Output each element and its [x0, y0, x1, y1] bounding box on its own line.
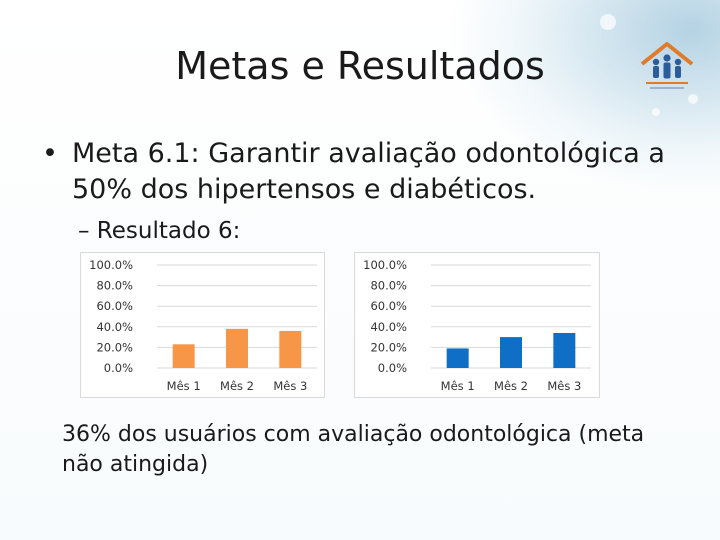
result-summary: 36% dos usuários com avaliação odontológ… [62, 422, 645, 477]
x-tick-label: Mês 3 [273, 379, 307, 393]
result-heading: – Resultado 6: [78, 218, 241, 244]
y-tick-label: 20.0% [96, 340, 133, 354]
y-tick-label: 40.0% [370, 320, 407, 334]
y-tick-label: 60.0% [370, 299, 407, 313]
decor-bubble [600, 14, 616, 30]
y-tick-label: 20.0% [370, 340, 407, 354]
chart-blue-svg: 100.0% 80.0% 60.0% 40.0% 20.0% 0.0% Mês 1 Mês 2… [363, 258, 591, 393]
slide-title: Metas e Resultados [175, 44, 545, 88]
bar-3 [553, 332, 576, 368]
x-tick-label: Mês 1 [167, 379, 201, 393]
x-tick-label: Mês 2 [220, 379, 254, 393]
decor-bubble [652, 108, 660, 116]
y-tick-label: 0.0% [104, 361, 133, 375]
decor-bubble [688, 94, 698, 104]
y-tick-label: 100.0% [363, 258, 407, 272]
bar-1 [446, 348, 469, 368]
goal-text: Meta 6.1: Garantir avaliação odontológic… [72, 138, 665, 205]
bar-2 [500, 337, 522, 368]
bar-1 [172, 344, 195, 368]
chart-orange: 100.0% 80.0% 60.0% 40.0% 20.0% 0.0% Mês 1 Mês 2… [80, 252, 325, 398]
y-tick-label: 60.0% [96, 299, 133, 313]
x-tick-label: Mês 1 [441, 379, 475, 393]
y-tick-label: 100.0% [89, 258, 133, 272]
bar-2 [226, 328, 248, 368]
y-tick-label: 0.0% [378, 361, 407, 375]
bar-3 [279, 330, 302, 368]
y-tick-label: 80.0% [96, 279, 133, 293]
x-tick-label: Mês 3 [547, 379, 581, 393]
y-tick-label: 80.0% [370, 279, 407, 293]
y-tick-label: 40.0% [96, 320, 133, 334]
bullet-marker: • [42, 138, 58, 169]
x-tick-label: Mês 2 [494, 379, 528, 393]
chart-blue: 100.0% 80.0% 60.0% 40.0% 20.0% 0.0% Mês 1 Mês 2… [354, 252, 600, 398]
chart-orange-svg: 100.0% 80.0% 60.0% 40.0% 20.0% 0.0% Mês 1 Mês 2… [89, 258, 317, 393]
organization-logo [640, 42, 694, 89]
